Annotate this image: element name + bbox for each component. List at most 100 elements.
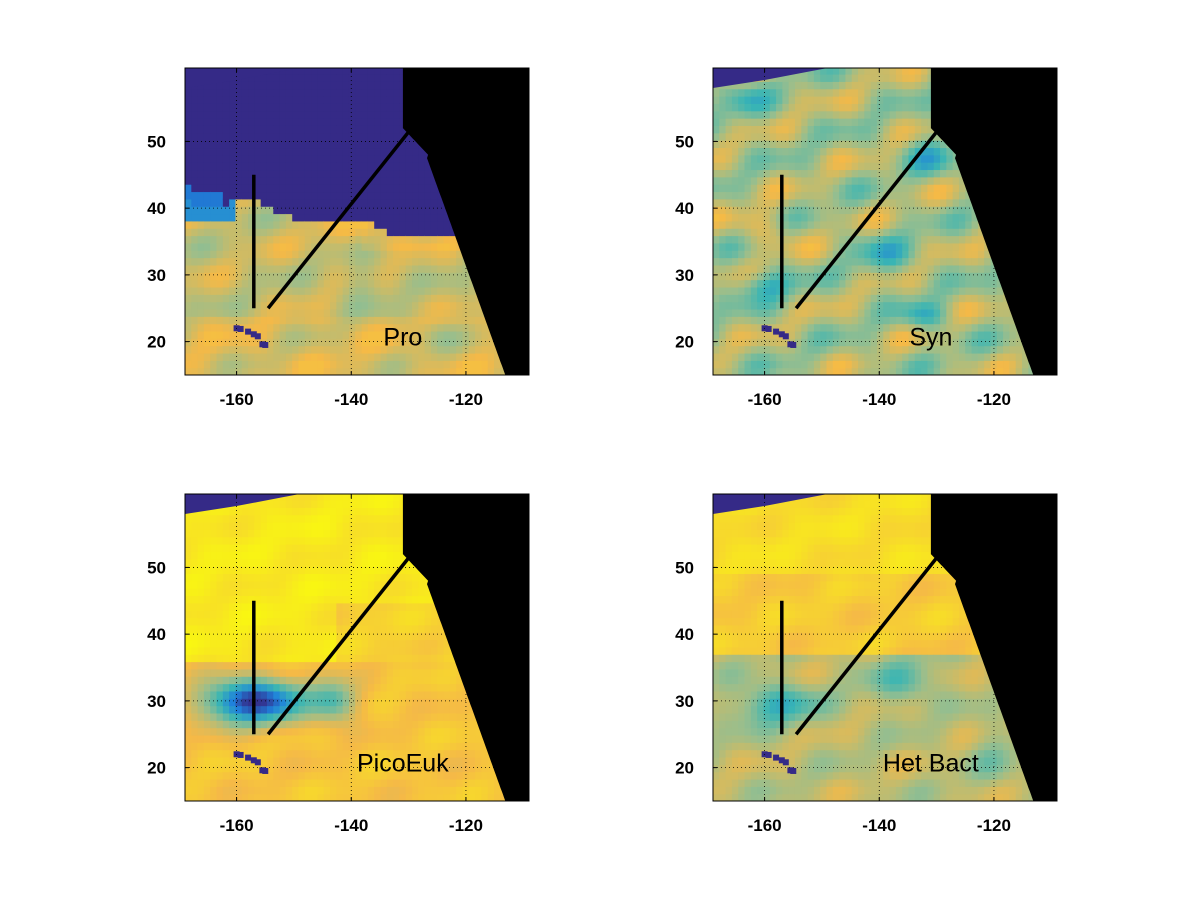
field-cell <box>895 96 903 104</box>
field-cell <box>921 140 929 149</box>
field-cell <box>902 316 910 325</box>
field-cell <box>418 308 426 317</box>
field-cell <box>807 301 815 310</box>
field-cell <box>330 360 337 369</box>
field-cell <box>273 257 281 266</box>
field-cell <box>386 206 394 215</box>
field-cell <box>210 742 218 751</box>
field-cell <box>355 125 363 134</box>
field-cell <box>418 286 426 295</box>
field-cell <box>210 749 218 758</box>
field-cell <box>342 147 350 156</box>
field-cell <box>908 257 916 266</box>
field-cell <box>738 191 746 200</box>
field-cell <box>845 154 853 163</box>
field-cell <box>279 213 287 222</box>
field-cell <box>832 286 840 295</box>
field-cell <box>794 213 802 222</box>
field-cell <box>883 286 891 295</box>
field-cell <box>832 198 840 207</box>
field-cell <box>216 147 224 156</box>
field-cell <box>883 147 891 156</box>
field-cell <box>719 301 727 310</box>
field-cell <box>285 308 293 317</box>
field-cell <box>191 690 199 699</box>
field-cell <box>984 286 992 295</box>
field-cell <box>185 573 192 582</box>
field-cell <box>914 294 922 303</box>
field-cell <box>921 81 929 90</box>
field-cell <box>355 169 363 178</box>
field-cell <box>348 220 356 229</box>
field-cell <box>757 96 765 104</box>
field-cell <box>355 257 363 266</box>
field-cell <box>285 103 293 112</box>
field-cell <box>807 294 815 303</box>
field-cell <box>719 264 727 273</box>
field-cell <box>405 235 413 244</box>
field-cell <box>222 81 230 90</box>
field-cell <box>185 756 192 765</box>
field-cell <box>197 294 205 303</box>
field-cell <box>763 125 771 134</box>
field-cell <box>908 286 916 295</box>
field-cell <box>738 154 746 163</box>
field-cell <box>858 235 865 244</box>
field-cell <box>235 279 243 288</box>
field-cell <box>832 68 840 75</box>
field-cell <box>996 330 1004 339</box>
field-cell <box>870 74 878 82</box>
field-cell <box>298 206 306 215</box>
field-cell <box>323 169 331 178</box>
field-cell <box>946 345 954 354</box>
field-cell <box>304 96 312 104</box>
field-cell <box>418 323 426 332</box>
field-cell <box>229 301 237 310</box>
field-cell <box>203 88 211 97</box>
field-cell <box>424 330 432 339</box>
field-cell <box>254 338 262 347</box>
field-cell <box>813 264 821 273</box>
field-cell <box>348 184 356 193</box>
field-cell <box>864 68 872 75</box>
field-cell <box>330 294 337 303</box>
field-cell <box>191 242 199 251</box>
field-cell <box>273 330 281 339</box>
field-cell <box>210 632 218 641</box>
field-cell <box>864 264 872 273</box>
field-cell <box>222 235 230 244</box>
field-cell <box>826 103 834 112</box>
field-cell <box>418 316 426 325</box>
field-cell <box>216 206 224 215</box>
field-cell <box>304 235 312 244</box>
field-cell <box>355 308 363 317</box>
field-cell <box>216 632 224 641</box>
field-cell <box>719 169 727 178</box>
field-cell <box>851 308 859 317</box>
field-cell <box>794 250 802 259</box>
field-cell <box>311 184 319 193</box>
field-cell <box>462 301 470 310</box>
field-cell <box>731 132 739 141</box>
field-cell <box>412 235 419 244</box>
field-cell <box>927 242 935 251</box>
field-cell <box>845 184 853 193</box>
field-cell <box>807 316 815 325</box>
field-cell <box>317 68 325 75</box>
field-cell <box>757 367 765 375</box>
field-cell <box>229 191 237 200</box>
field-cell <box>235 154 243 163</box>
field-cell <box>330 147 337 156</box>
field-cell <box>769 125 777 134</box>
field-cell <box>475 367 483 375</box>
field-cell <box>380 118 388 126</box>
field-cell <box>744 132 752 141</box>
field-cell <box>813 367 821 375</box>
field-cell <box>197 169 205 178</box>
field-cell <box>977 338 985 347</box>
field-cell <box>248 338 255 347</box>
field-cell <box>405 330 413 339</box>
field-cell <box>845 338 853 347</box>
field-cell <box>826 147 834 156</box>
field-cell <box>713 184 720 193</box>
